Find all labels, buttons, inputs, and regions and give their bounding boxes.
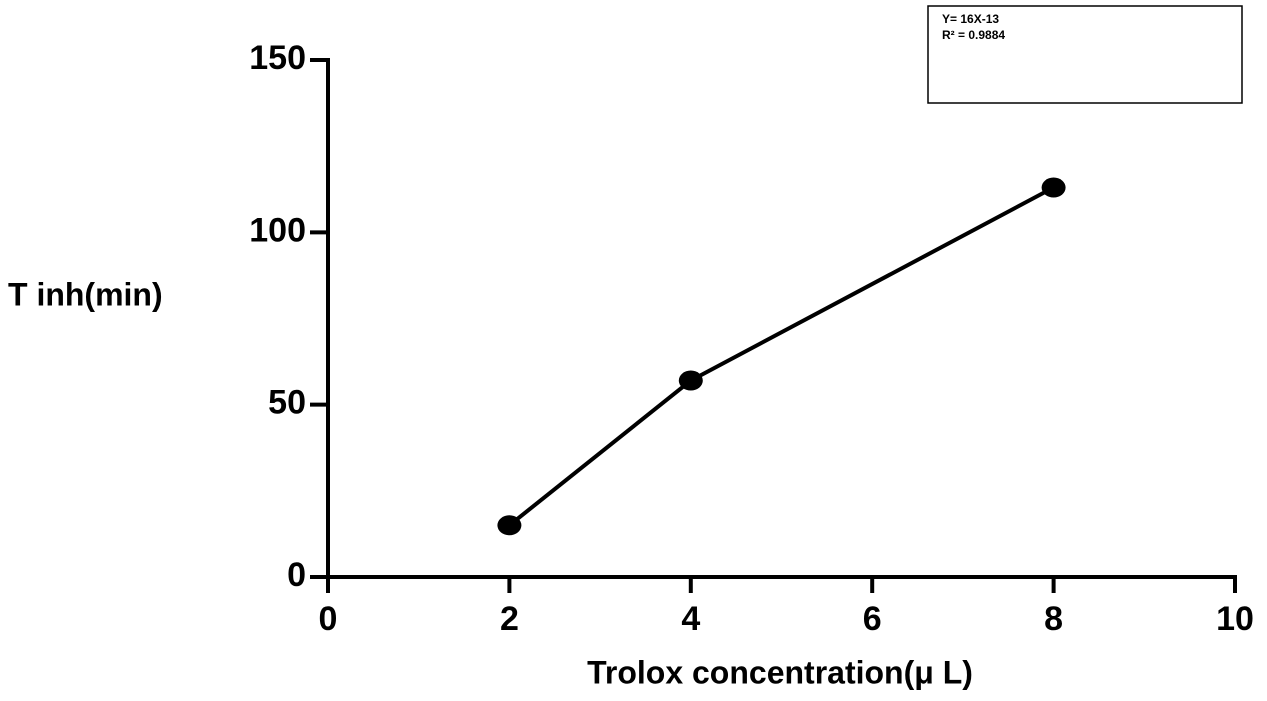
annotation: Y= 16X-13 bbox=[942, 12, 999, 26]
x-tick-label: 6 bbox=[863, 600, 882, 638]
y-tick-label: 50 bbox=[268, 384, 306, 422]
annotation: R² = 0.9884 bbox=[942, 28, 1005, 42]
data-point bbox=[678, 370, 703, 391]
x-axis-label: Trolox concentration(μ L) bbox=[587, 654, 973, 690]
annotation-box bbox=[927, 5, 1243, 104]
x-tick-label: 4 bbox=[681, 600, 700, 638]
data-point bbox=[1041, 177, 1066, 198]
x-tick-label: 8 bbox=[1044, 600, 1063, 638]
x-tick-label: 0 bbox=[319, 600, 338, 638]
y-tick-label: 0 bbox=[287, 556, 306, 594]
y-tick-label: 150 bbox=[249, 39, 306, 77]
x-tick-label: 10 bbox=[1216, 600, 1254, 638]
data-line bbox=[508, 185, 1055, 527]
data-point bbox=[497, 515, 522, 536]
x-tick-label: 2 bbox=[500, 600, 519, 638]
y-tick-label: 100 bbox=[249, 211, 306, 249]
y-axis-label: T inh(min) bbox=[8, 276, 163, 312]
